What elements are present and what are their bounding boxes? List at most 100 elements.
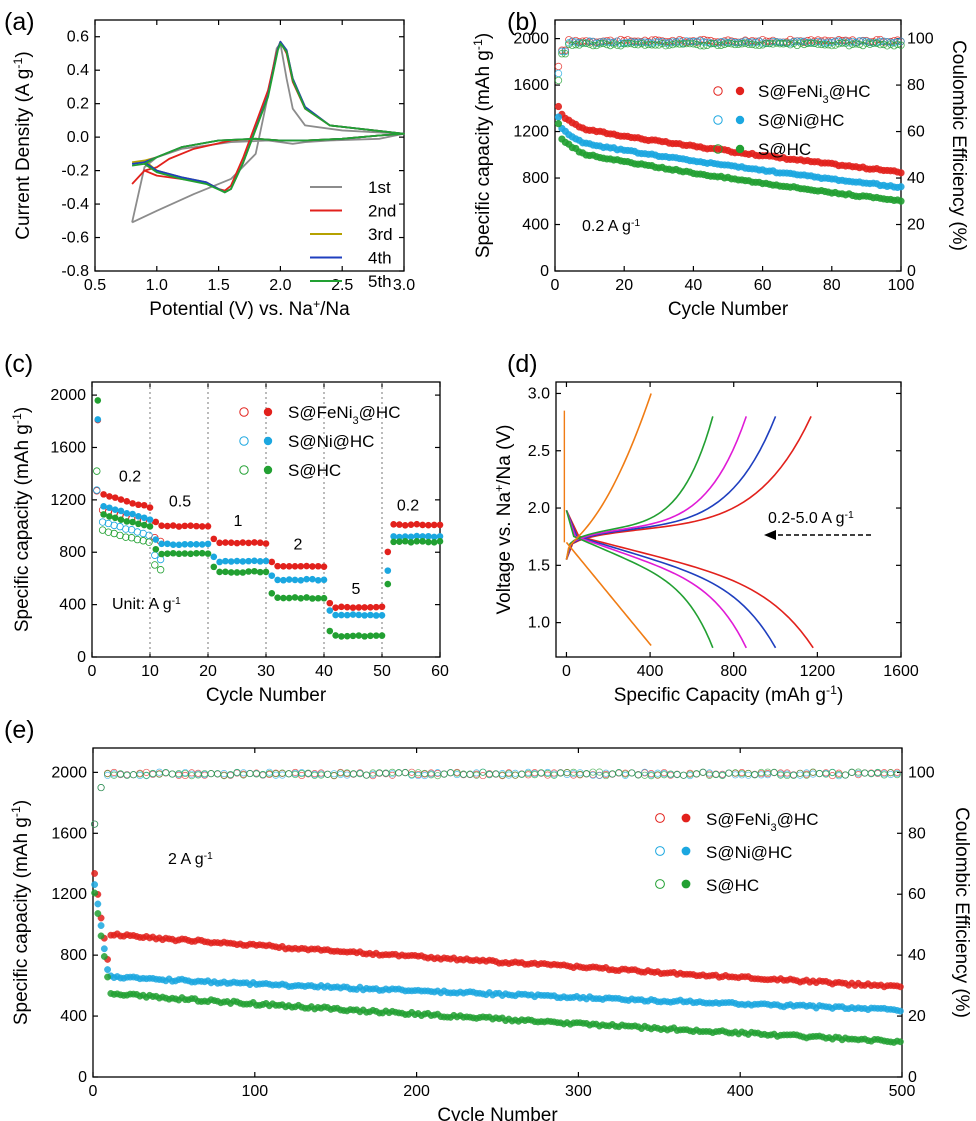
- text-part: 0.2-5.0 A g: [768, 510, 845, 527]
- capacity-point: [897, 197, 905, 205]
- text-part: Current Density (A g: [13, 69, 34, 240]
- y-tick-label: 800: [59, 544, 86, 561]
- panel-label-a: (a): [4, 8, 35, 36]
- cv-curve-2nd: [131, 40, 405, 192]
- rate-point: [390, 520, 397, 528]
- capacity-point: [91, 870, 99, 877]
- x-tick-label: 2.0: [269, 277, 291, 294]
- ce-point: [751, 771, 759, 779]
- text-part: 3: [353, 415, 359, 427]
- rate-point: [274, 594, 281, 601]
- ce-point: [220, 771, 228, 779]
- rate-point: [401, 533, 409, 540]
- rate-point: [123, 498, 131, 505]
- rate-point: [181, 540, 189, 548]
- rate-point: [169, 549, 177, 557]
- rate-point: [349, 611, 357, 618]
- text-part: 40: [907, 170, 925, 187]
- rate-point: [361, 633, 368, 640]
- capacity-point: [897, 169, 905, 177]
- ce-point: [575, 41, 583, 49]
- rate-point: [187, 541, 194, 548]
- ce-point: [440, 770, 448, 778]
- text-part: -1: [631, 218, 640, 229]
- ce-point: [554, 76, 563, 85]
- capacity-point: [896, 1038, 904, 1046]
- rate-point: [309, 595, 316, 602]
- rate-point: [210, 535, 218, 543]
- rate-point: [361, 612, 368, 619]
- ce-point: [665, 41, 673, 49]
- rate-ce-point: [145, 538, 153, 546]
- ce-point: [110, 771, 118, 779]
- rate-point: [326, 607, 334, 614]
- rate-point: [268, 558, 276, 566]
- y-tick-label: 2.0: [528, 500, 550, 517]
- discharge-curve-0.2: [565, 509, 814, 649]
- text-part: 0.0: [67, 129, 89, 146]
- ce-point: [673, 771, 681, 779]
- rate-point: [146, 504, 154, 511]
- rate-point: [193, 522, 200, 530]
- ce-point: [401, 769, 409, 777]
- text-part: 60: [431, 663, 449, 680]
- rate-point: [303, 575, 310, 583]
- text-part: 40: [685, 277, 703, 294]
- text-part: (d): [507, 350, 538, 378]
- ce-point: [703, 41, 711, 49]
- rate-point: [233, 557, 241, 565]
- ce-point: [356, 770, 364, 778]
- ce-point: [852, 40, 860, 48]
- rate-point: [216, 539, 223, 547]
- ce-point: [466, 770, 474, 778]
- rate-point: [332, 632, 339, 639]
- y2-tick-label: 40: [908, 947, 926, 964]
- legend-label: 5th: [368, 272, 392, 291]
- ce-point: [841, 771, 849, 779]
- rate-point: [320, 563, 328, 570]
- rate-point: [100, 511, 107, 518]
- rate-point: [187, 522, 194, 529]
- x-tick-label: 0.5: [84, 277, 106, 294]
- rate-point: [123, 510, 131, 517]
- unit-label: Unit: A g-1: [112, 596, 181, 614]
- rate-point: [396, 538, 403, 545]
- cv-curve-3rd: [131, 40, 405, 194]
- ce-point: [557, 769, 565, 777]
- ce-point: [831, 41, 839, 49]
- y2-tick-label: 60: [907, 124, 925, 141]
- ce-point: [375, 769, 383, 777]
- arrow-head: [764, 530, 776, 540]
- ce-point: [602, 772, 610, 780]
- ce-point: [770, 768, 778, 776]
- text-part: 3: [771, 822, 777, 834]
- rate-point: [320, 594, 328, 602]
- ce-point: [634, 771, 642, 779]
- rate-point: [140, 521, 148, 529]
- rate-point: [268, 572, 276, 579]
- text-part: 1600: [513, 77, 549, 94]
- rate-point: [419, 533, 426, 540]
- ce-point: [155, 770, 163, 778]
- rate-point: [401, 537, 409, 545]
- y2-tick-label: 100: [908, 764, 935, 781]
- y-tick-label: 3.0: [528, 385, 550, 402]
- text-part: Coulombic Efficiency (%): [951, 807, 972, 1018]
- x-tick-label: 500: [889, 1083, 916, 1100]
- rate-point: [216, 558, 223, 566]
- legend-label: S@FeNi3@HC: [288, 403, 400, 427]
- rate-point: [291, 594, 299, 601]
- rate-ce-point: [133, 535, 142, 544]
- rate-point: [181, 522, 189, 530]
- rate-point: [251, 557, 258, 565]
- text-part: -1: [471, 39, 485, 50]
- text-part: 80: [908, 825, 926, 842]
- ce-point: [689, 40, 698, 48]
- text-part: (c): [4, 350, 33, 378]
- text-part: 1.0: [528, 615, 550, 632]
- y-tick-label: 400: [60, 1008, 87, 1025]
- ce-point: [554, 69, 563, 78]
- rate-point: [407, 521, 415, 528]
- text-part: 5: [352, 581, 361, 598]
- text-part: ): [837, 685, 843, 706]
